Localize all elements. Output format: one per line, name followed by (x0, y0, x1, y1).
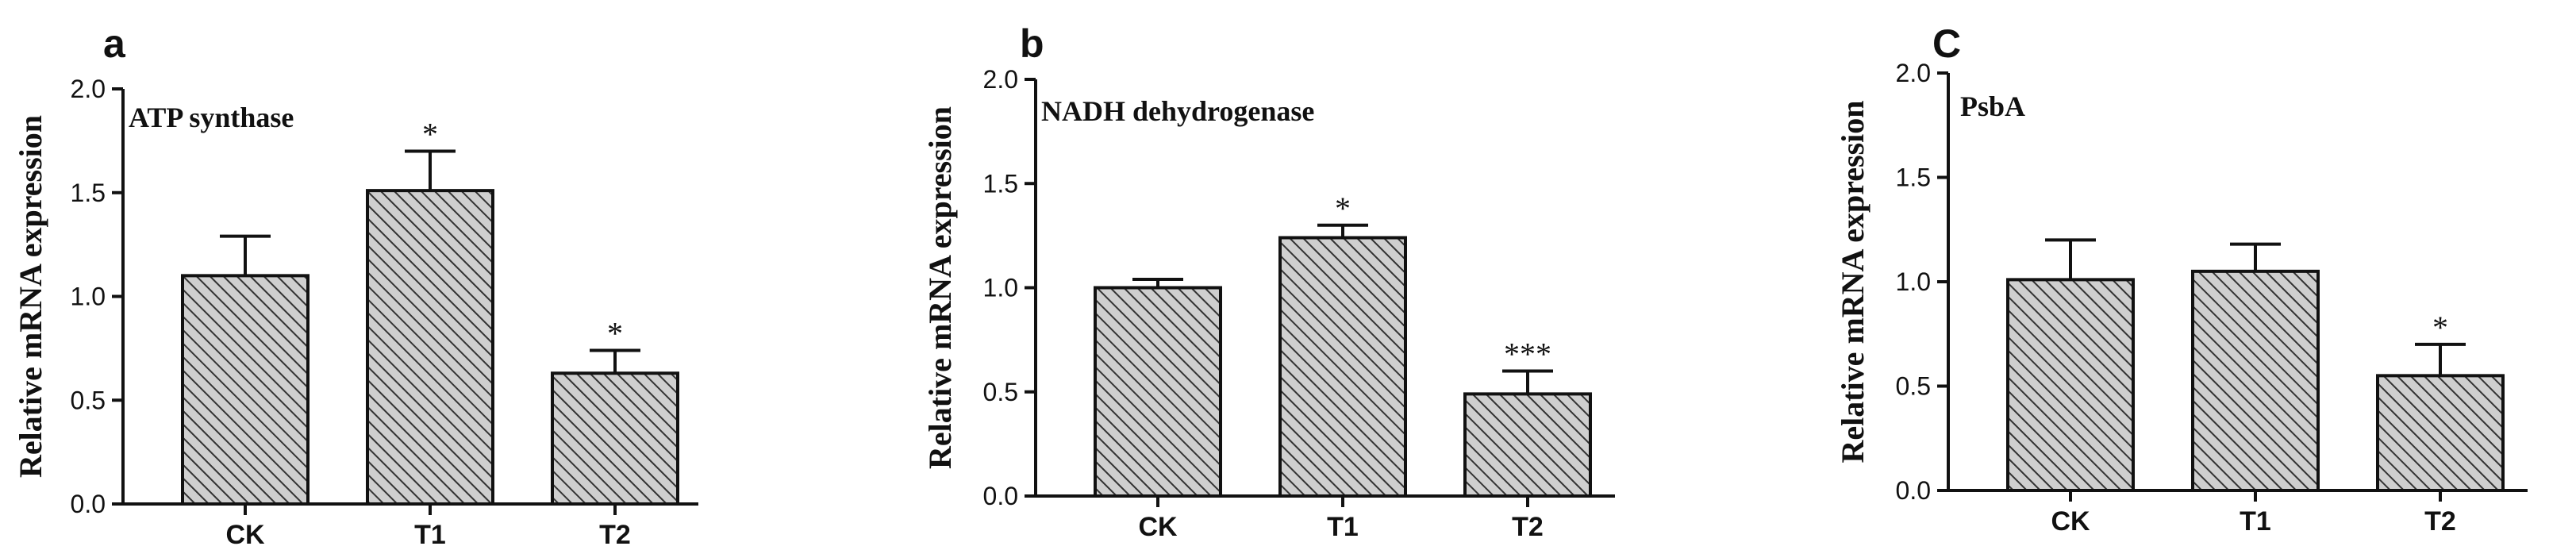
x-tick-label: T2 (599, 520, 631, 550)
bar-t1 (366, 189, 494, 506)
bar-t2 (2376, 374, 2505, 492)
significance-marker: *** (1504, 337, 1551, 372)
y-tick-label: 2.0 (71, 75, 106, 103)
y-tick-label: 0.0 (71, 490, 106, 518)
significance-marker: * (607, 315, 623, 351)
y-axis-label: Relative mRNA expression (922, 106, 958, 469)
y-tick-label: 0.5 (983, 378, 1018, 406)
bar-ck (1094, 286, 1222, 498)
bar-t2 (551, 371, 679, 506)
significance-marker: * (1335, 190, 1351, 226)
significance-marker: * (422, 116, 438, 152)
y-tick-label: 0.5 (1896, 372, 1931, 401)
y-axis-label: Relative mRNA expression (1835, 101, 1870, 463)
x-tick-label: CK (1138, 512, 1178, 542)
bar-ck (181, 274, 310, 506)
y-tick-label: 1.5 (983, 169, 1018, 198)
bar-t2 (1463, 392, 1592, 498)
bar-t1 (1278, 236, 1407, 498)
bar-ck (2006, 278, 2135, 492)
x-tick-label: T1 (414, 520, 446, 550)
x-tick-label: CK (225, 520, 265, 550)
chart-title: NADH dehydrogenase (1041, 95, 1314, 127)
y-tick-label: 1.5 (1896, 163, 1931, 192)
x-tick-label: T2 (1512, 512, 1544, 542)
significance-marker: * (2432, 310, 2448, 345)
y-tick-label: 2.0 (1896, 59, 1931, 87)
y-tick-label: 1.0 (1896, 267, 1931, 296)
y-tick-label: 0.0 (1896, 476, 1931, 505)
chart-title: PsbA (1960, 90, 2025, 122)
y-tick-label: 2.0 (983, 65, 1018, 94)
y-tick-label: 1.0 (983, 274, 1018, 302)
y-axis-label: Relative mRNA expression (13, 115, 48, 478)
panel-letter: C (1932, 21, 1961, 66)
x-tick-label: CK (2051, 506, 2090, 537)
panel-letter: a (103, 21, 126, 66)
x-tick-label: T2 (2424, 506, 2456, 537)
x-tick-label: T1 (2240, 506, 2271, 537)
bar-t1 (2191, 269, 2320, 492)
y-tick-label: 1.0 (71, 283, 106, 311)
y-tick-label: 1.5 (71, 179, 106, 207)
y-tick-label: 0.5 (71, 386, 106, 414)
y-tick-label: 0.0 (983, 482, 1018, 510)
panel-letter: b (1020, 21, 1044, 66)
x-tick-label: T1 (1327, 512, 1359, 542)
chart-title: ATP synthase (129, 102, 294, 133)
